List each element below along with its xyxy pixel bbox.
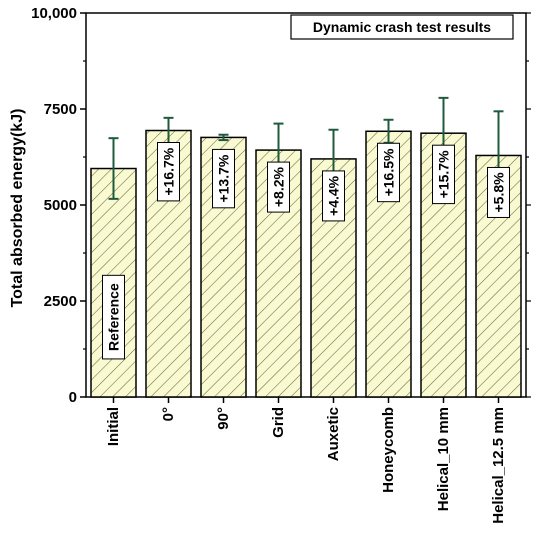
annotation-label: Reference: [106, 283, 122, 351]
x-tick-label: Grid: [270, 407, 287, 438]
x-tick-label: Helical_12.5 mm: [490, 407, 507, 524]
annotation-label: +13.7%: [216, 154, 232, 202]
annotation-box: [487, 166, 510, 218]
bar-annotation: +4.4%: [322, 170, 345, 222]
annotation-box: [157, 142, 180, 202]
bar-annotation: +5.8%: [487, 166, 510, 218]
x-tick-label: Helical_10 mm: [435, 407, 452, 511]
y-tick-label: 7500: [44, 101, 77, 118]
y-tick-label: 0: [69, 389, 77, 406]
bar-annotation: +15.7%: [432, 144, 455, 205]
y-tick-label: 2500: [44, 293, 77, 310]
y-axis: 0 2500 5000 7500 10,000: [31, 5, 531, 406]
annotation-label: +5.8%: [491, 172, 507, 213]
annotation-box: [102, 274, 125, 360]
annotation-label: +16.7%: [161, 147, 177, 195]
y-tick-label: 10,000: [31, 5, 77, 22]
x-tick-label: Auxetic: [325, 407, 342, 461]
bar-annotation: Reference: [102, 274, 125, 360]
bars-group: Reference +16.7% +13.7% +8.2% +4.4% +16.5% +15…: [90, 96, 522, 398]
annotation-box: [432, 144, 455, 205]
chart-title-box: Dynamic crash test results: [290, 14, 514, 40]
y-axis-title: Total absorbed energy(kJ): [9, 109, 26, 308]
bar-annotation: +16.5%: [377, 142, 400, 203]
x-tick-label: Honeycomb: [380, 407, 397, 493]
x-tick-label: 0°: [160, 407, 177, 421]
annotation-box: [212, 148, 235, 209]
bar-annotation: +13.7%: [212, 148, 235, 209]
annotation-box: [322, 170, 345, 222]
chart-title: Dynamic crash test results: [313, 19, 491, 35]
annotation-label: +16.5%: [381, 148, 397, 196]
annotation-box: [267, 161, 290, 213]
annotation-label: +4.4%: [326, 175, 342, 216]
bar-annotation: +8.2%: [267, 161, 290, 213]
annotation-box: [377, 142, 400, 203]
x-tick-label: 90°: [215, 407, 232, 430]
x-tick-label: Initial: [105, 407, 122, 446]
y-tick-label: 5000: [44, 197, 77, 214]
bar-annotation: +16.7%: [157, 142, 180, 202]
x-axis: Initial 0° 90° Grid Auxetic Honeycomb Helical_…: [105, 397, 507, 524]
annotation-label: +15.7%: [436, 150, 452, 198]
annotation-label: +8.2%: [271, 166, 287, 207]
